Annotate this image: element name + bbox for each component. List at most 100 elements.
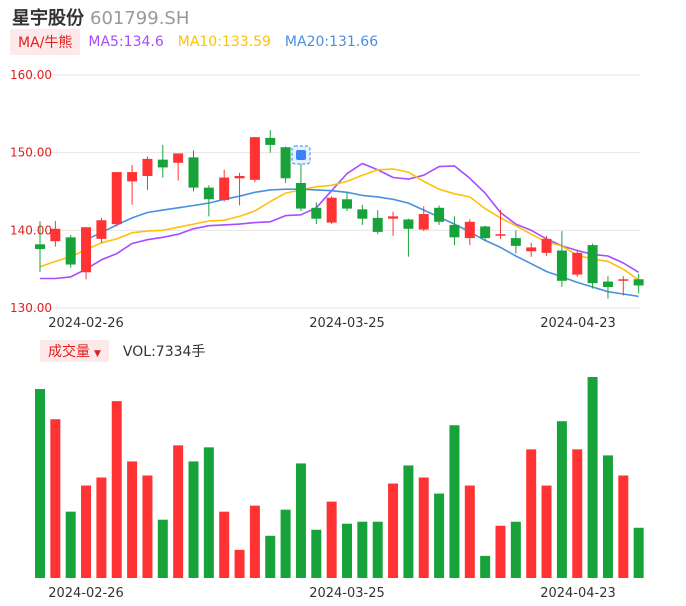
candle: [434, 205, 445, 225]
candle: [249, 137, 260, 183]
candle-body: [418, 214, 429, 230]
volume-bar: [280, 509, 291, 578]
candle-body: [403, 219, 414, 229]
candles: [35, 130, 644, 299]
volume-bar: [35, 389, 45, 578]
candle-body: [234, 175, 245, 179]
volume-bar: [618, 475, 629, 578]
candle: [572, 249, 583, 277]
volume-bar: [541, 485, 552, 578]
ma-indicator-selector[interactable]: MA/牛熊: [10, 29, 81, 55]
ma20-label: MA20:131.66: [284, 34, 379, 50]
candle-body: [219, 177, 230, 201]
volume-bar: [265, 535, 276, 578]
ma10-line: [39, 168, 640, 281]
volume-legend: 成交量 ▼ VOL:7334手: [40, 340, 206, 362]
candle: [326, 196, 337, 225]
volume-bar: [111, 401, 122, 578]
event-marker-icon[interactable]: [296, 150, 306, 160]
candle-body: [50, 228, 61, 242]
candle: [295, 163, 306, 211]
volume-bar: [480, 555, 491, 578]
volume-indicator-selector[interactable]: 成交量 ▼: [40, 340, 109, 362]
candle: [188, 150, 199, 192]
y-tick-label: 150.00: [10, 146, 52, 160]
x-tick-label: 2024-04-23: [540, 316, 616, 331]
ma20-line: [85, 188, 639, 298]
y-tick-label: 160.00: [10, 68, 52, 82]
volume-bar: [50, 419, 61, 578]
candle-body: [65, 237, 76, 265]
candle-body: [96, 220, 107, 239]
ma-legend: MA/牛熊 MA5:134.6 MA10:133.59 MA20:131.66: [10, 29, 392, 55]
candle-body: [142, 158, 153, 176]
candle-body: [526, 247, 537, 252]
candle-body: [249, 137, 260, 180]
candle: [65, 234, 76, 268]
y-tick-label: 130.00: [10, 301, 52, 315]
volume-bar: [96, 477, 107, 578]
candle: [219, 169, 230, 202]
candle-body: [265, 137, 276, 145]
candle: [418, 206, 429, 232]
candle-body: [157, 159, 168, 168]
volume-bar: [510, 521, 521, 578]
candle: [556, 231, 567, 288]
price-grid: [30, 74, 640, 309]
x-tick-label: 2024-03-25: [309, 316, 385, 331]
y-tick-label: 140.00: [10, 223, 52, 237]
candle: [602, 276, 613, 299]
candle-body: [495, 234, 506, 236]
volume-bar: [357, 521, 368, 578]
candle-body: [633, 279, 644, 286]
candle: [96, 217, 107, 243]
candle-body: [464, 221, 475, 239]
volume-bars: [35, 377, 644, 578]
candle: [81, 227, 92, 280]
candle-body: [618, 279, 629, 281]
volume-bar: [526, 449, 537, 578]
candle: [541, 235, 552, 256]
volume-bar: [142, 475, 153, 578]
candle-body: [510, 238, 521, 246]
candle: [480, 225, 491, 242]
volume-bar: [556, 421, 567, 578]
candle: [265, 130, 276, 153]
candle-body: [372, 217, 383, 232]
volume-bar: [249, 505, 260, 578]
volume-bar: [203, 447, 214, 578]
volume-bar: [572, 449, 583, 578]
candle-body: [111, 172, 122, 225]
volume-bar: [127, 461, 138, 578]
candle: [50, 221, 61, 247]
volume-tag-label: 成交量: [48, 344, 90, 360]
volume-bar: [388, 483, 399, 578]
candle-body: [556, 250, 567, 281]
candle: [587, 243, 598, 289]
volume-bar: [449, 425, 460, 578]
candle: [403, 218, 414, 257]
volume-bar: [311, 529, 322, 578]
volume-bar: [403, 465, 414, 578]
ma-lines: [39, 162, 640, 298]
candle: [111, 172, 122, 227]
candle-body: [280, 147, 291, 179]
volume-bar: [434, 493, 445, 578]
candle-body: [480, 226, 491, 239]
candle: [357, 204, 368, 225]
candle: [203, 185, 214, 217]
candle: [35, 221, 45, 273]
candle: [157, 144, 168, 178]
candle-body: [173, 153, 184, 163]
volume-bar: [234, 549, 245, 578]
candle: [127, 165, 138, 205]
candle: [311, 202, 322, 225]
ma10-label: MA10:133.59: [177, 34, 271, 50]
volume-bar: [418, 477, 429, 578]
stock-code: 601799.SH: [90, 8, 190, 29]
chevron-down-icon: ▼: [94, 349, 101, 359]
volume-value: VOL:7334手: [122, 344, 206, 360]
candle: [388, 211, 399, 236]
volume-bar: [173, 445, 184, 578]
